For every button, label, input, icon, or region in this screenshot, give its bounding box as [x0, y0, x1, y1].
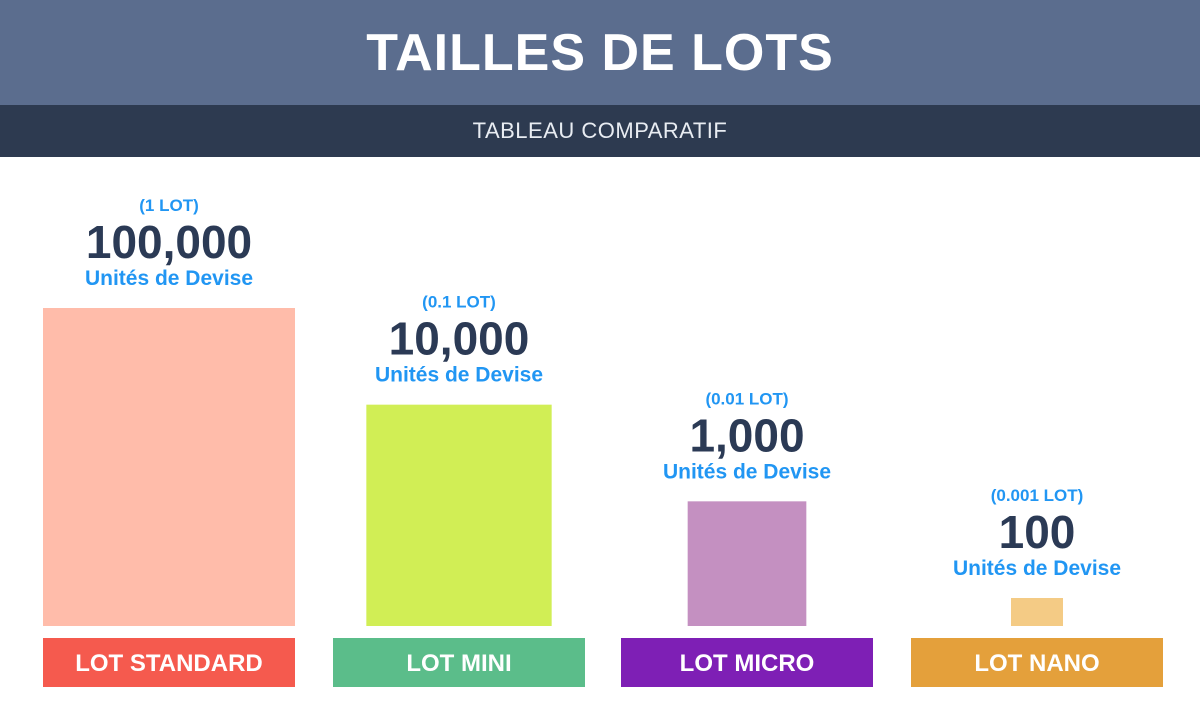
- category-label-box-3: [621, 638, 873, 687]
- value-label-3: 1,000: [689, 409, 804, 461]
- category-label-3: LOT MICRO: [680, 650, 815, 677]
- bar-1: [43, 308, 295, 626]
- value-label-4: 100: [999, 506, 1076, 558]
- category-label-box-1: [43, 638, 295, 687]
- category-label-2: LOT MINI: [406, 650, 511, 677]
- subheader-bar: TABLEAU COMPARATIF: [0, 105, 1200, 157]
- lot-label-2: (0.1 LOT): [422, 293, 496, 312]
- category-label-1: LOT STANDARD: [75, 650, 263, 677]
- page-subtitle: TABLEAU COMPARATIF: [472, 118, 728, 143]
- bar-4: [1011, 598, 1063, 626]
- category-label-4: LOT NANO: [974, 650, 1099, 677]
- unit-label-3: Unités de Devise: [663, 460, 831, 483]
- bar-2: [366, 404, 552, 626]
- unit-label-1: Unités de Devise: [85, 267, 253, 290]
- bar-3: [687, 501, 807, 626]
- lot-label-1: (1 LOT): [139, 196, 199, 215]
- category-label-box-4: [911, 638, 1163, 687]
- value-label-2: 10,000: [389, 313, 530, 365]
- category-label-box-2: [333, 638, 585, 687]
- unit-label-4: Unités de Devise: [953, 557, 1121, 580]
- header-bar: TAILLES DE LOTS: [0, 0, 1200, 105]
- page-title: TAILLES DE LOTS: [366, 23, 834, 82]
- lot-label-3: (0.01 LOT): [705, 389, 788, 408]
- value-label-1: 100,000: [86, 216, 252, 268]
- lot-label-4: (0.001 LOT): [991, 486, 1084, 505]
- unit-label-2: Unités de Devise: [375, 364, 543, 387]
